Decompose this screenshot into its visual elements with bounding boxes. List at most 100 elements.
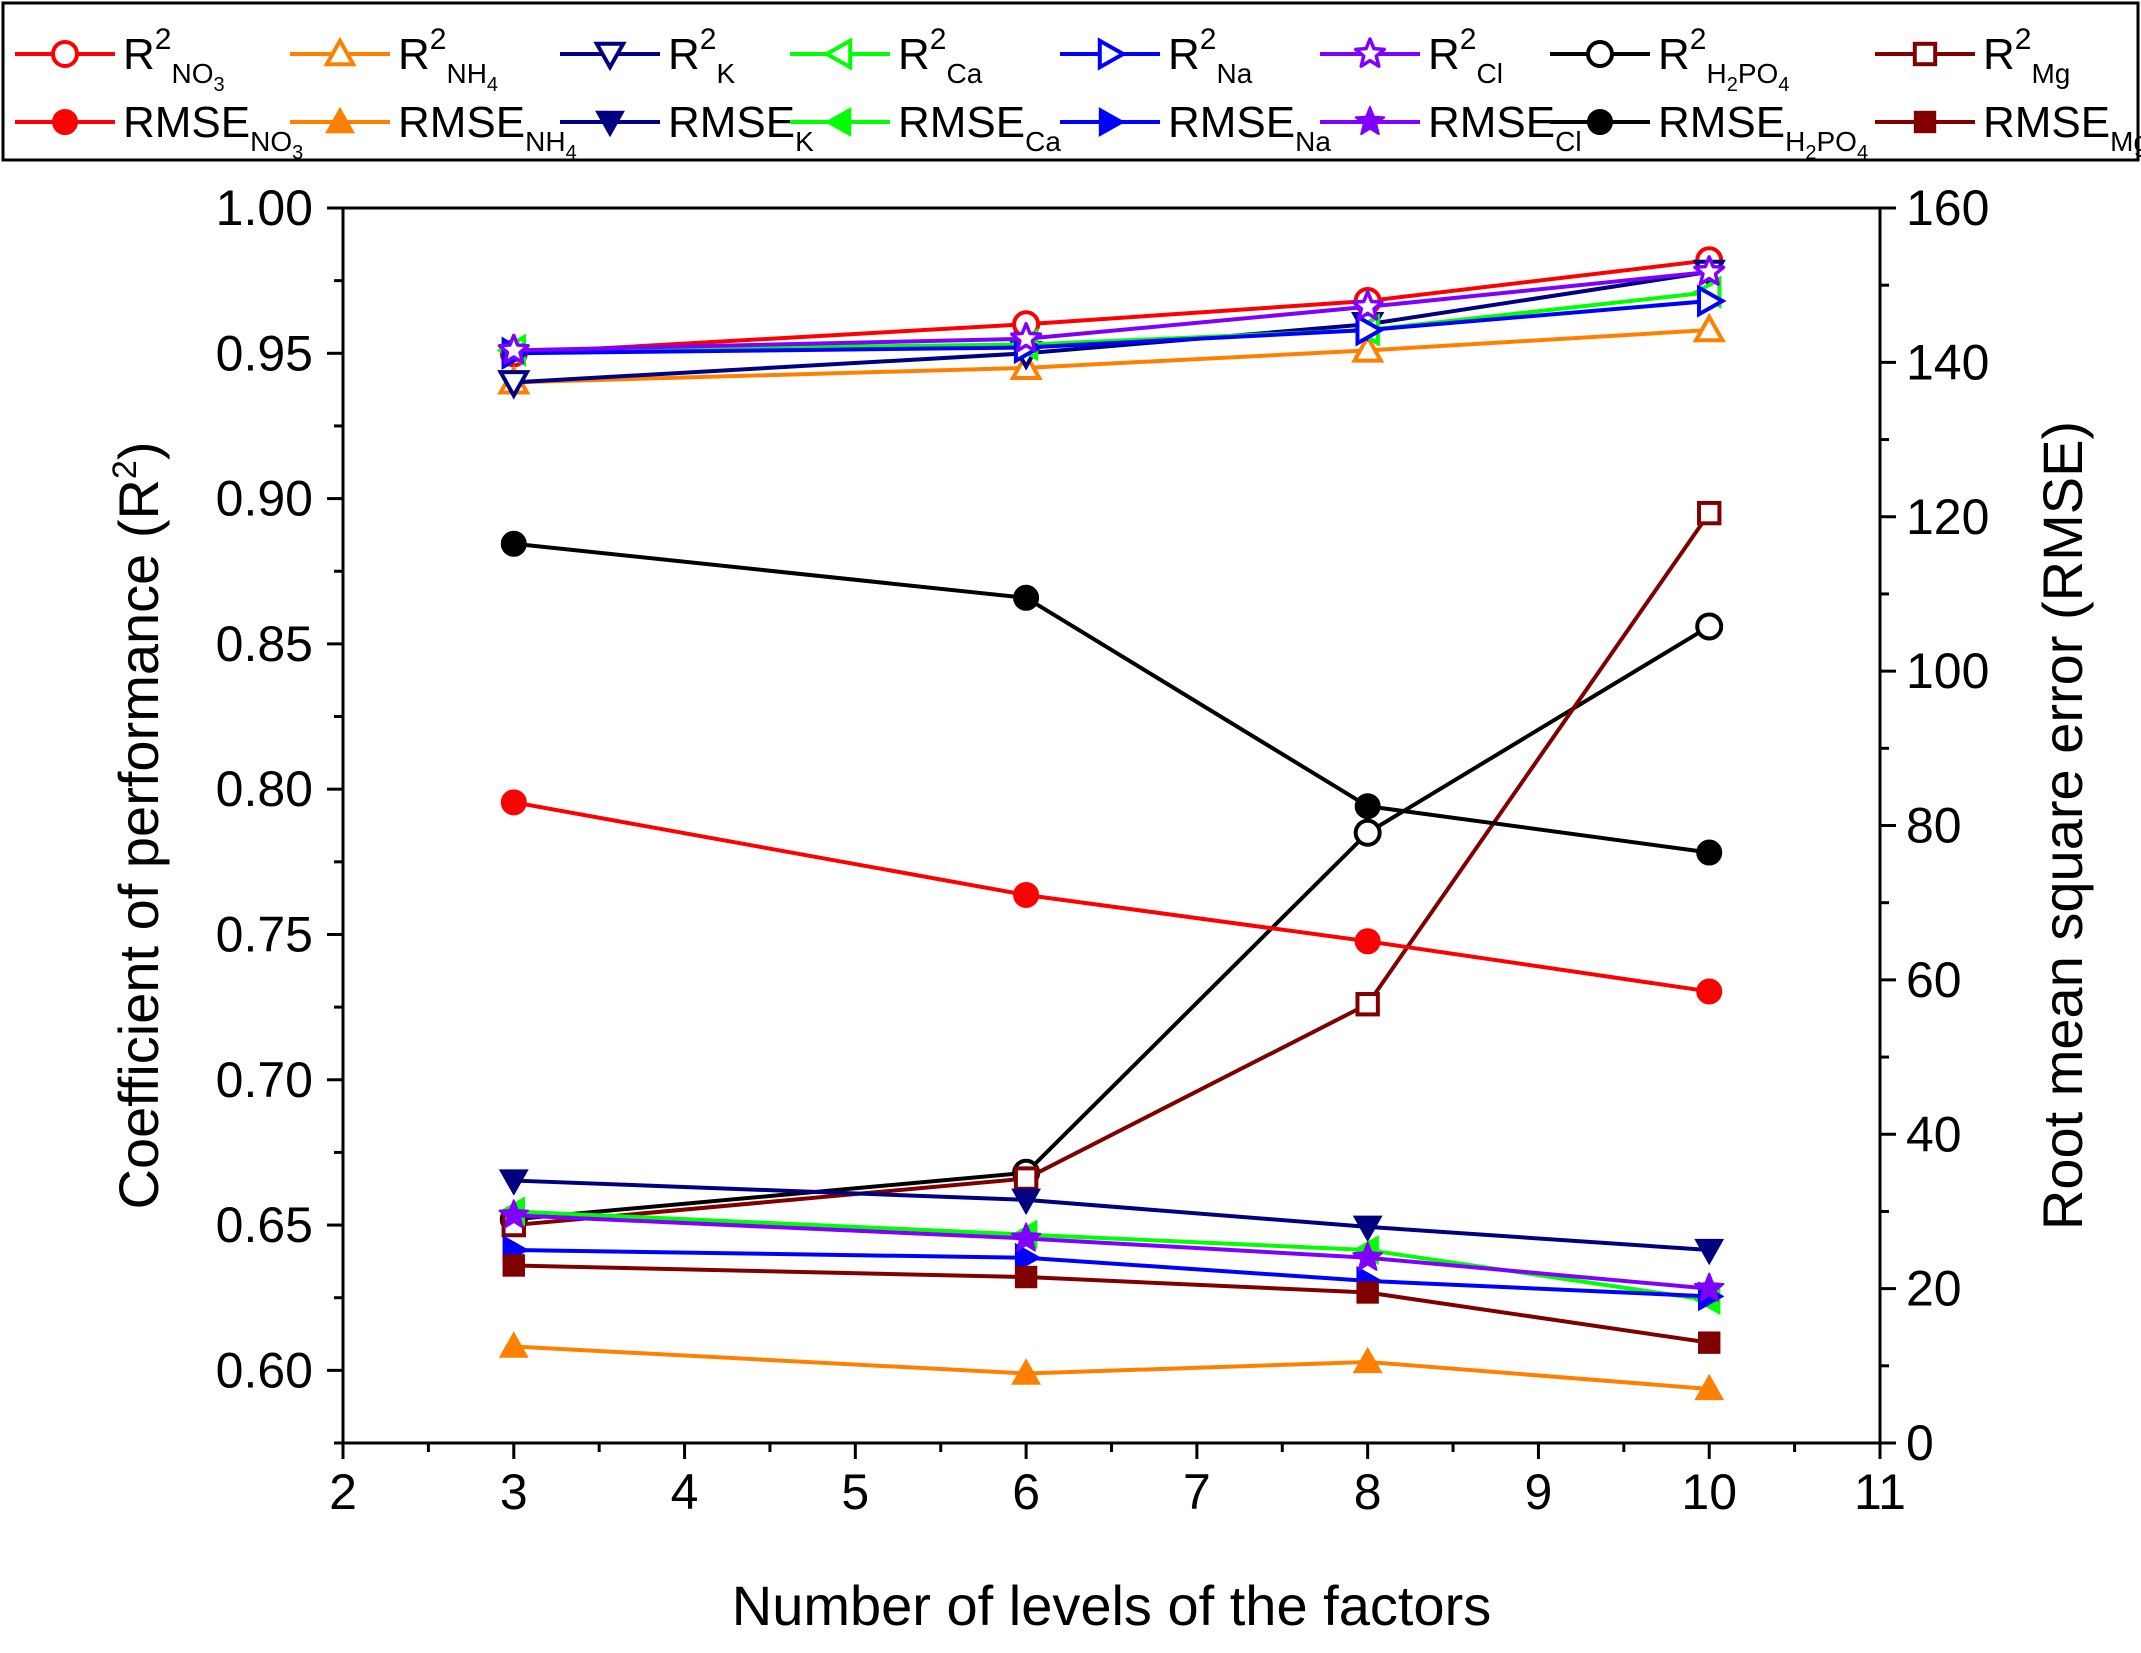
x-tick-label: 10 [1681, 1464, 1737, 1520]
data-point [1351, 290, 1384, 321]
y-tick-label: 0.95 [216, 325, 313, 381]
data-point [1693, 255, 1726, 286]
series-rmse-mg [502, 1254, 1721, 1354]
legend-marker [593, 41, 627, 72]
series-line-rmse-no3 [513, 800, 1710, 994]
y2-tick-label: 160 [1906, 180, 1989, 236]
legend-label: RMSENH4 [398, 98, 577, 164]
y2-tick-label: 40 [1906, 1106, 1962, 1162]
data-point [1355, 313, 1385, 347]
x-axis-title: Number of levels of the factors [732, 1574, 1491, 1637]
series-rmse-nh4 [498, 1331, 1725, 1401]
data-point [497, 333, 530, 365]
data-point [1013, 1166, 1039, 1191]
data-point [1696, 978, 1723, 1005]
data-point [1010, 1222, 1042, 1252]
legend-entry: R2Na [1060, 23, 1253, 89]
series-line-rmse-cl [513, 1213, 1710, 1291]
legend-label: R2Na [1168, 23, 1253, 89]
data-point [1354, 793, 1381, 820]
legend-label: R2Mg [1983, 23, 2070, 89]
series-r2-mg [501, 500, 1722, 1238]
data-point [1014, 1242, 1042, 1273]
legend: R2NO3 R2NH4 R2K R2Ca R2Na R2Cl R2H2PO4 R2Mg RMSE… [1, 1, 2141, 164]
legend-label: RMSECl [1428, 98, 1582, 157]
data-point [1352, 1241, 1383, 1271]
data-point [1351, 333, 1385, 363]
data-point [497, 370, 531, 400]
legend-marker [595, 110, 625, 138]
series-line-rmse-k [513, 1178, 1710, 1253]
legend-marker [52, 109, 78, 135]
legend-entry: RMSECa [790, 98, 1061, 157]
series-rmse-h2po4 [500, 530, 1723, 866]
series-line-r2-h2po4 [513, 624, 1711, 1222]
data-point [1013, 881, 1040, 908]
legend-marker [1586, 40, 1614, 68]
y-axis-title-end: ) [107, 442, 170, 461]
data-point [1352, 1215, 1383, 1243]
series-rmse-ca [498, 1196, 1721, 1316]
series-line-r2-nh4 [513, 328, 1710, 385]
series-line-r2-na [513, 298, 1710, 356]
legend-entry: RMSEH2PO4 [1550, 98, 1868, 164]
legend-label: RMSENa [1168, 98, 1331, 157]
legend-entry: R2H2PO4 [1550, 23, 1789, 96]
y-tick-label: 1.00 [216, 180, 313, 236]
x-tick-label: 5 [841, 1464, 869, 1520]
legend-entry: RMSECl [1320, 98, 1582, 157]
legend-entry: R2Mg [1875, 23, 2070, 89]
x-tick-label: 8 [1354, 1464, 1382, 1520]
data-point [1697, 284, 1727, 318]
series-line-rmse-h2po4 [513, 541, 1710, 855]
data-point [498, 1331, 529, 1358]
data-point [1695, 612, 1724, 641]
series-rmse-k [498, 1169, 1725, 1266]
legend-marker [1097, 37, 1128, 71]
legend-label: R2K [668, 23, 735, 89]
data-point [1698, 1331, 1721, 1354]
y-tick-label: 0.85 [216, 616, 313, 672]
legend-label: R2Ca [898, 23, 983, 89]
y-tick-label: 0.80 [216, 761, 313, 817]
series-r2-na [501, 284, 1727, 370]
legend-marker [1353, 37, 1387, 68]
series-layer [496, 246, 1727, 1401]
data-point [498, 1169, 529, 1196]
data-point [1697, 500, 1722, 526]
legend-marker [824, 107, 852, 137]
y2-tick-label: 120 [1906, 489, 1989, 545]
y-tick-label: 0.60 [216, 1342, 313, 1398]
data-point [1694, 1238, 1725, 1266]
data-point [1011, 1358, 1042, 1385]
legend-entry: R2Ca [790, 23, 983, 89]
legend-marker [1354, 106, 1386, 136]
legend-entry: R2Cl [1320, 23, 1503, 89]
data-point [1693, 1272, 1725, 1302]
y2-tick-label: 100 [1906, 643, 1989, 699]
legend-marker [325, 106, 355, 134]
data-point [1353, 818, 1382, 847]
data-point [500, 789, 527, 816]
series-rmse-no3 [500, 789, 1723, 1005]
series-r2-nh4 [497, 312, 1726, 395]
data-point [1692, 312, 1726, 343]
legend-entry: RMSENH4 [290, 98, 577, 164]
x-tick-label: 4 [671, 1464, 699, 1520]
series-line-r2-mg [513, 511, 1711, 1228]
legend-entry: RMSENa [1060, 98, 1331, 157]
y-tick-label: 0.90 [216, 471, 313, 527]
y-axis-title-main: Coefficient of performance (R [107, 479, 170, 1209]
y2-axis-title: Root mean square error (RMSE) [2031, 421, 2094, 1230]
legend-label: R2NO3 [123, 23, 225, 96]
legend-label: RMSENO3 [123, 98, 303, 164]
y-tick-label: 0.70 [216, 1052, 313, 1108]
data-point [1354, 928, 1381, 955]
x-tick-label: 7 [1183, 1464, 1211, 1520]
x-tick-label: 3 [500, 1464, 528, 1520]
legend-marker [51, 40, 79, 68]
legend-marker [1587, 109, 1613, 135]
legend-marker [323, 36, 357, 67]
